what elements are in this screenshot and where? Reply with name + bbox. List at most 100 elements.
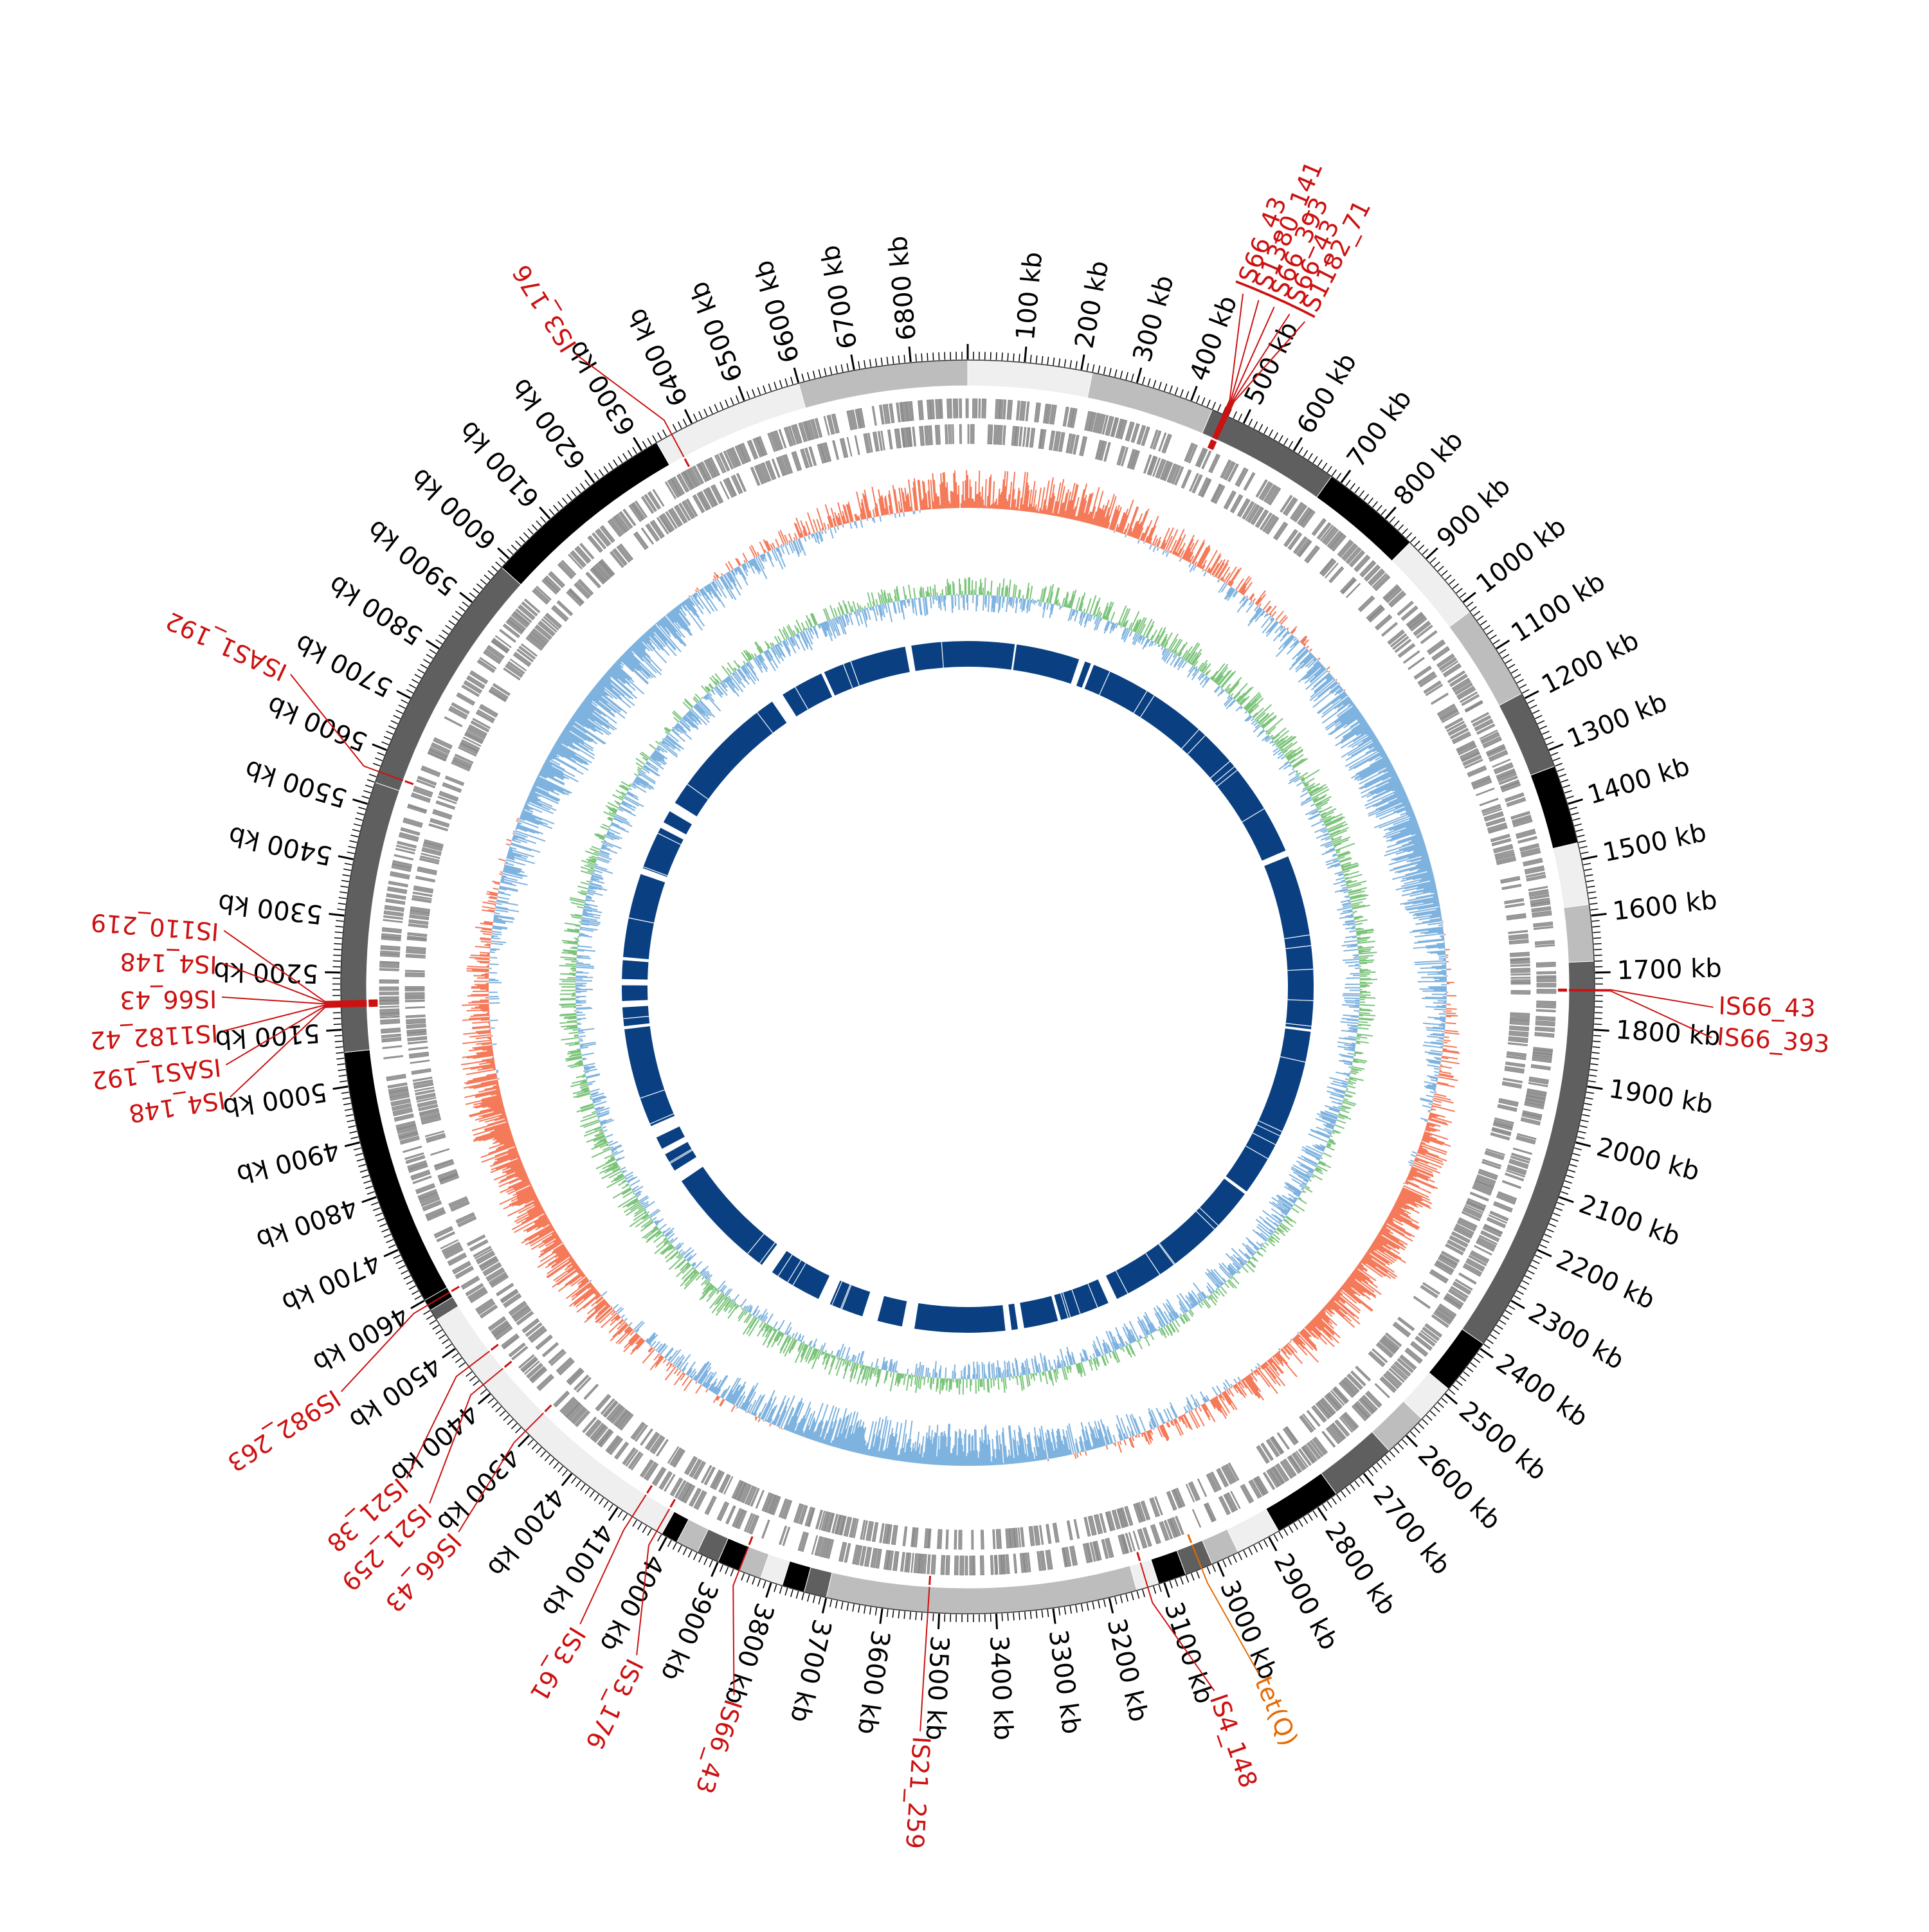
major-tick	[1463, 593, 1476, 602]
minor-tick	[1274, 433, 1278, 439]
minor-tick	[1047, 1609, 1049, 1617]
tick-label: 2300 kb	[1523, 1297, 1629, 1375]
minor-tick	[1186, 392, 1188, 399]
minor-tick	[1381, 509, 1386, 515]
major-tick	[372, 745, 386, 750]
minor-tick	[1337, 473, 1341, 480]
minor-tick	[1477, 1353, 1483, 1358]
feature-label: IS66_43	[1718, 991, 1816, 1022]
minor-tick	[373, 763, 380, 766]
minor-tick	[576, 487, 581, 492]
minor-tick	[1254, 422, 1257, 429]
major-tick	[1537, 1250, 1552, 1256]
minor-tick	[1505, 659, 1512, 663]
minor-tick	[1530, 705, 1537, 709]
minor-tick	[1533, 1260, 1540, 1263]
minor-tick	[618, 1511, 622, 1517]
minor-tick	[399, 1265, 406, 1268]
minor-tick	[1313, 1511, 1318, 1517]
minor-tick	[347, 1120, 355, 1122]
minor-tick	[709, 406, 712, 413]
feature-label: IS66_43	[690, 1696, 747, 1797]
minor-tick	[802, 1593, 804, 1600]
minor-tick	[813, 1596, 815, 1603]
major-tick	[460, 593, 472, 602]
minor-tick	[747, 392, 749, 399]
minor-tick	[1588, 886, 1595, 887]
minor-tick	[1143, 377, 1145, 384]
tick-label: 2200 kb	[1552, 1245, 1659, 1315]
minor-tick	[336, 1052, 343, 1053]
minor-tick	[1121, 371, 1123, 379]
tick-label: 3100 kb	[1159, 1598, 1220, 1707]
minor-tick	[1449, 579, 1455, 584]
minor-tick	[1170, 386, 1172, 393]
tick-label: 3200 kb	[1101, 1616, 1154, 1724]
tick-label: 5400 kb	[226, 820, 334, 871]
minor-tick	[594, 1495, 599, 1501]
minor-tick	[1115, 1597, 1117, 1605]
minor-tick	[1070, 360, 1071, 368]
minor-tick	[382, 1229, 389, 1232]
minor-tick	[363, 791, 370, 793]
minor-tick	[343, 874, 350, 876]
minor-tick	[813, 371, 815, 379]
minor-tick	[1525, 1276, 1532, 1279]
minor-tick	[1586, 874, 1593, 876]
minor-tick	[439, 635, 446, 640]
minor-tick	[1175, 1579, 1178, 1586]
minor-tick	[1309, 1514, 1313, 1521]
minor-tick	[730, 1569, 733, 1576]
minor-tick	[341, 880, 349, 881]
minor-tick	[399, 705, 406, 709]
minor-tick	[1581, 1120, 1589, 1122]
major-tick	[1594, 1030, 1609, 1031]
tick-label: 6500 kb	[684, 277, 749, 386]
minor-tick	[1233, 1555, 1236, 1562]
minor-tick	[714, 404, 718, 411]
minor-tick	[1590, 1069, 1598, 1070]
tick-label: 1700 kb	[1617, 953, 1722, 986]
minor-tick	[1303, 1517, 1307, 1524]
minor-tick	[824, 368, 826, 375]
minor-tick	[1332, 1498, 1336, 1504]
major-tick	[739, 386, 745, 401]
tick-label: 4400 kb	[385, 1398, 484, 1488]
minor-tick	[459, 1362, 466, 1367]
minor-tick	[1580, 846, 1588, 848]
minor-tick	[1207, 1567, 1210, 1574]
minor-tick	[1025, 1612, 1026, 1620]
minor-tick	[358, 807, 366, 809]
minor-tick	[1583, 863, 1591, 865]
minor-tick	[348, 846, 356, 848]
minor-tick	[1544, 1234, 1552, 1238]
major-tick	[659, 1537, 667, 1551]
tick-label: 4300 kb	[431, 1442, 525, 1538]
minor-tick	[1571, 1159, 1579, 1161]
minor-tick	[1555, 1208, 1562, 1211]
tick-label: 3800 kb	[718, 1600, 779, 1708]
minor-tick	[1542, 1240, 1549, 1243]
minor-tick	[394, 716, 401, 719]
minor-tick	[1092, 365, 1094, 372]
minor-tick	[1244, 1551, 1247, 1558]
minor-tick	[1115, 370, 1117, 377]
minor-tick	[1519, 685, 1526, 689]
gc-skew-track	[559, 577, 1377, 1395]
minor-tick	[336, 1058, 344, 1059]
minor-tick	[415, 674, 421, 678]
minor-tick	[1430, 557, 1436, 563]
minor-tick	[725, 400, 729, 407]
minor-tick	[1264, 427, 1268, 434]
minor-tick	[1590, 903, 1598, 905]
minor-tick	[933, 1614, 934, 1621]
feature-marks	[368, 440, 1567, 1585]
tick-label: 3900 kb	[655, 1577, 723, 1685]
minor-tick	[1019, 354, 1020, 361]
minor-tick	[648, 438, 651, 445]
minor-tick	[1438, 1402, 1444, 1407]
feature-label: IS66_393	[1716, 1022, 1831, 1058]
minor-tick	[516, 1427, 521, 1432]
minor-tick	[384, 737, 391, 740]
